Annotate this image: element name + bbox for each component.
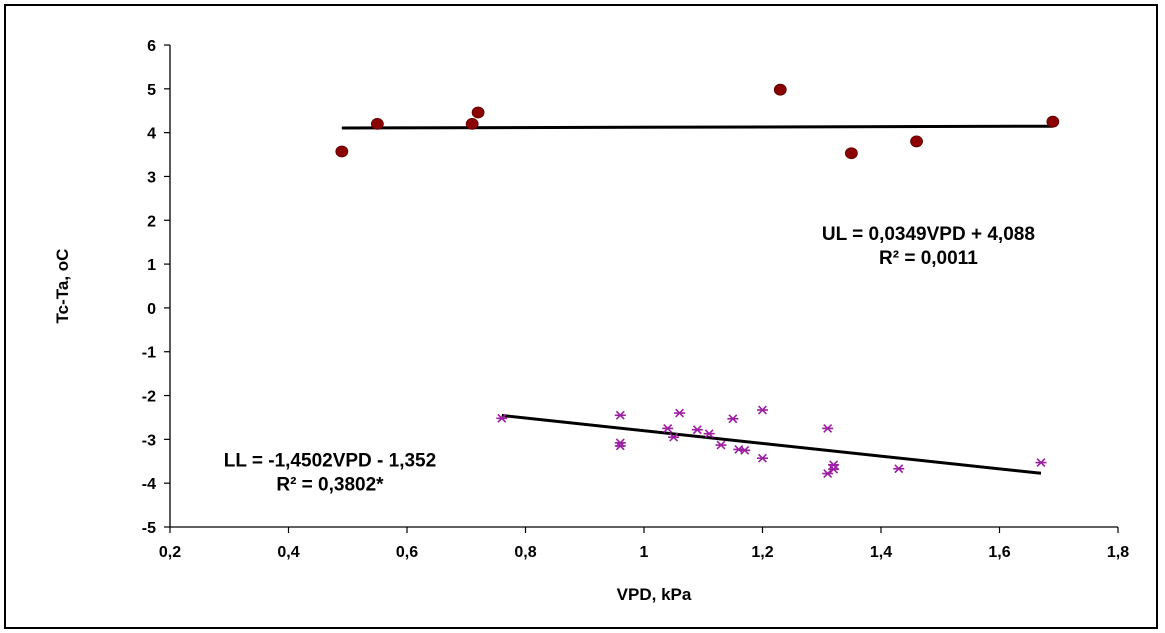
- y-tick-label: 5: [147, 82, 156, 99]
- y-tick-label: -2: [142, 389, 156, 406]
- y-tick-label: 3: [147, 169, 156, 186]
- data-point-asterisk: [703, 429, 715, 439]
- data-point-asterisk: [614, 410, 626, 420]
- x-tick-label: 0,2: [159, 544, 181, 561]
- data-point-asterisk: [668, 432, 680, 442]
- y-tick-label: 6: [147, 38, 156, 55]
- y-tick-label: -5: [142, 520, 156, 537]
- data-point-asterisk: [828, 460, 840, 470]
- data-point-circle: [465, 117, 479, 130]
- trendline-2: [501, 413, 1042, 475]
- y-tick-label: -3: [142, 432, 156, 449]
- data-point-asterisk: [715, 440, 727, 450]
- x-tick-label: 0,6: [396, 544, 418, 561]
- equation-label-2-line-1: LL = -1,4502VPD - 1,352: [224, 451, 436, 472]
- data-point-asterisk: [757, 405, 768, 415]
- y-tick-label: -4: [142, 476, 156, 493]
- data-point-asterisk: [496, 413, 508, 423]
- data-point-asterisk: [674, 408, 686, 418]
- y-tick-label: 1: [147, 257, 156, 274]
- x-tick-label: 1: [640, 544, 649, 561]
- chart-frame: [4, 4, 1158, 629]
- data-point-asterisk: [739, 445, 751, 455]
- x-tick-label: 1,2: [751, 544, 773, 561]
- data-point-asterisk: [1035, 458, 1047, 468]
- data-point-asterisk: [614, 441, 626, 451]
- x-tick-label: 1,6: [988, 544, 1010, 561]
- data-point-circle: [471, 106, 485, 119]
- x-tick-label: 1,8: [1107, 544, 1129, 561]
- data-point-asterisk: [822, 469, 834, 479]
- data-point-asterisk: [828, 464, 840, 474]
- labels: VPD, kPa Tc-Ta, oC UL = 0,0349VPD + 4,088 R…: [53, 224, 1035, 604]
- x-tick-label: 0,8: [514, 544, 536, 561]
- y-axis-title: Tc-Ta, oC: [53, 249, 72, 324]
- x-axis-title: VPD, kPa: [617, 585, 692, 604]
- equation-label-1-line-2: R² = 0,0011: [879, 248, 978, 269]
- y-tick-label: -1: [142, 345, 156, 362]
- data-point-asterisk: [893, 464, 905, 474]
- x-tick-label: 1,4: [870, 544, 892, 561]
- data-point-circle: [844, 147, 858, 160]
- x-tick-label: 0,4: [277, 544, 299, 561]
- data-point-asterisk: [822, 423, 834, 433]
- data-point-asterisk: [691, 425, 703, 435]
- data-point-circle: [335, 145, 349, 158]
- data-point-asterisk: [662, 423, 674, 433]
- data-point-circle: [370, 117, 384, 130]
- data-point-circle: [773, 83, 787, 96]
- trendlines: [341, 124, 1053, 475]
- data-point-circle: [910, 135, 923, 148]
- y-tick-label: 0: [147, 301, 156, 318]
- data-point-asterisk: [727, 414, 739, 424]
- equation-label-2-line-2: R² = 0,3802*: [276, 475, 384, 496]
- equation-label-1-line-1: UL = 0,0349VPD + 4,088: [822, 224, 1035, 245]
- y-tick-label: 4: [147, 126, 156, 143]
- data-point-asterisk: [757, 453, 768, 463]
- data-points: [335, 83, 1060, 479]
- y-tick-label: 2: [147, 213, 156, 230]
- trendline-1: [341, 124, 1053, 130]
- data-point-circle: [1046, 115, 1060, 128]
- axes: -5 -4 -3 -2 -1 0 1 2 3 4 5 6 0,2 0,4 0,6 0,8 1 1,2 1,4 1,6 1…: [142, 38, 1129, 561]
